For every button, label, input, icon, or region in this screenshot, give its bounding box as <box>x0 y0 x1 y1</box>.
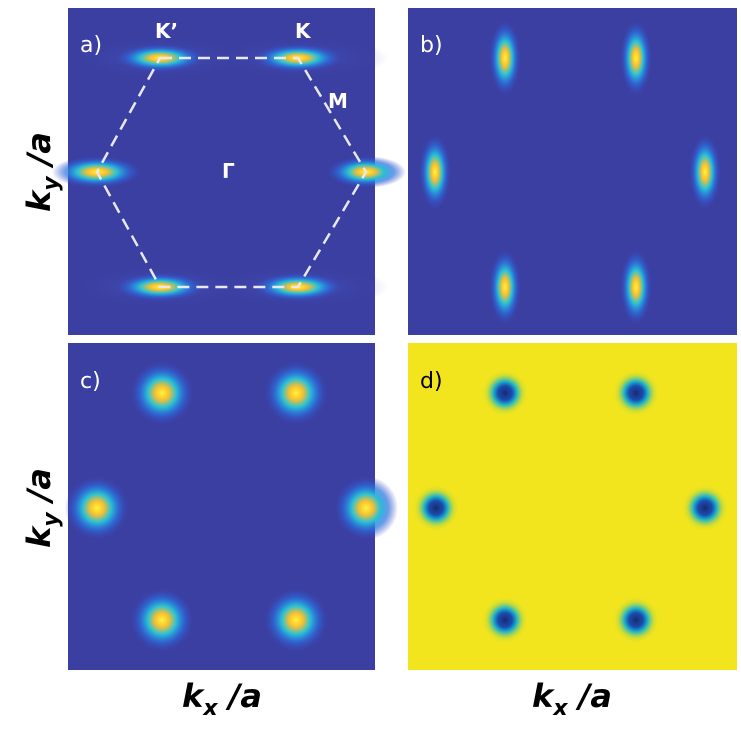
panel-label: d) <box>420 369 443 394</box>
panel-label: a) <box>80 33 102 58</box>
text-part: /a <box>20 132 58 176</box>
text-part: /a <box>218 677 262 715</box>
hot-spots <box>52 36 406 309</box>
text-part: k <box>532 677 555 715</box>
hot-spots <box>419 20 721 325</box>
text-part: k <box>182 677 205 715</box>
x-axis-label: kx /a <box>532 677 612 721</box>
panel-label: b) <box>420 33 443 58</box>
point-label: M <box>328 89 348 113</box>
panel-a: a) K’ K M Γ <box>52 8 406 335</box>
panel-b: b) <box>408 8 737 335</box>
point-label: K’ <box>155 19 178 43</box>
point-label: Γ <box>222 159 235 183</box>
cold-spots <box>412 369 729 644</box>
panel-c: c) <box>65 343 398 670</box>
y-axis-label: ky /a <box>20 468 64 548</box>
text-part: /a <box>568 677 612 715</box>
panel-bg <box>408 8 737 335</box>
panel-label: c) <box>80 369 101 394</box>
point-label: K <box>295 19 312 43</box>
panel-d: d) <box>408 343 737 670</box>
brillouin-zone <box>95 56 368 289</box>
text-part: y <box>39 175 64 191</box>
text-part: x <box>202 696 218 721</box>
text-part: k <box>20 189 58 212</box>
x-axis-label: kx /a <box>182 677 262 721</box>
text-part: k <box>20 525 58 548</box>
text-part: y <box>39 511 64 527</box>
y-axis-label: ky /a <box>20 132 64 212</box>
text-part: /a <box>20 468 58 512</box>
text-part: x <box>552 696 568 721</box>
hot-spots <box>65 361 398 652</box>
